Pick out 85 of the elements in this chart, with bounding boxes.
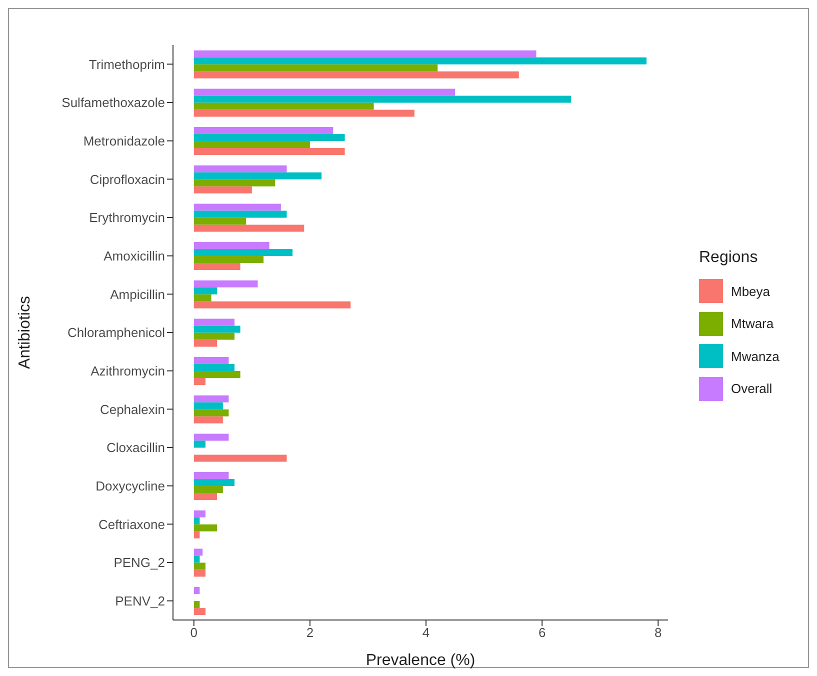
y-tick-label: Amoxicillin xyxy=(104,248,165,264)
bar xyxy=(194,301,351,308)
bar xyxy=(194,472,229,480)
bar xyxy=(194,409,229,416)
y-tick-label: Metronidazole xyxy=(83,133,165,148)
legend-label: Overall xyxy=(731,381,772,396)
bar xyxy=(194,179,276,186)
bar xyxy=(194,608,206,616)
y-axis-title: Antibiotics xyxy=(16,296,34,369)
bar xyxy=(194,524,218,532)
bar xyxy=(194,148,345,156)
bar xyxy=(194,224,304,232)
y-tick-label: Ampicillin xyxy=(110,286,165,302)
bar xyxy=(194,263,240,270)
bar xyxy=(194,280,258,288)
bar xyxy=(194,57,647,64)
x-tick-label: 8 xyxy=(654,625,662,640)
bar xyxy=(194,102,374,110)
bar xyxy=(194,326,240,333)
bar xyxy=(194,249,293,256)
y-tick-label: Cloxacillin xyxy=(106,440,165,456)
bar xyxy=(194,64,438,72)
bar xyxy=(194,479,235,486)
y-tick-label: Trimethoprim xyxy=(88,56,165,72)
bar xyxy=(194,517,200,524)
bar xyxy=(194,434,229,441)
bar xyxy=(194,165,287,172)
bar xyxy=(194,378,206,386)
bar xyxy=(194,88,456,96)
bar xyxy=(194,570,206,577)
x-tick-label: 4 xyxy=(422,625,430,640)
legend-label: Mwanza xyxy=(731,348,780,364)
y-tick-label: PENV_2 xyxy=(115,593,165,608)
legend-label: Mbeya xyxy=(731,284,770,299)
bar xyxy=(194,71,519,78)
y-tick-label: Doxycycline xyxy=(96,478,165,494)
bar xyxy=(194,218,246,225)
bar xyxy=(194,287,218,294)
y-tick-label: Sulfamethoxazole xyxy=(62,95,165,110)
bar xyxy=(194,96,572,103)
bar xyxy=(194,134,345,142)
bar xyxy=(194,242,270,250)
bar xyxy=(194,340,218,347)
y-tick-label: Erythromycin xyxy=(89,210,165,226)
bar xyxy=(194,395,229,402)
bar xyxy=(194,371,240,378)
y-tick-label: Azithromycin xyxy=(90,363,165,378)
y-tick-label: PENG_2 xyxy=(114,555,165,570)
bar xyxy=(194,204,281,211)
bar xyxy=(194,454,287,462)
bar xyxy=(194,50,536,58)
bar xyxy=(194,110,414,117)
bar xyxy=(194,587,200,594)
bar xyxy=(194,210,287,218)
y-tick-label: Ceftriaxone xyxy=(98,516,165,532)
x-tick-label: 2 xyxy=(306,625,314,640)
bar xyxy=(194,601,200,608)
bar xyxy=(194,531,200,538)
bar xyxy=(194,493,218,500)
bar xyxy=(194,486,223,494)
bar xyxy=(194,416,223,424)
bar xyxy=(194,318,235,326)
bar xyxy=(194,294,212,302)
bar xyxy=(194,562,206,570)
bar xyxy=(194,556,200,563)
y-tick-label: Ciprofloxacin xyxy=(90,172,165,187)
bar xyxy=(194,364,235,372)
bar xyxy=(194,172,322,180)
x-tick-label: 6 xyxy=(538,625,546,640)
bar xyxy=(194,127,334,134)
bar xyxy=(194,510,206,518)
bar xyxy=(194,548,203,556)
bar xyxy=(194,402,223,410)
bar xyxy=(194,357,229,364)
x-tick-label: 0 xyxy=(190,625,198,640)
bar xyxy=(194,256,264,264)
bar xyxy=(194,141,310,148)
x-axis-title: Prevalence (%) xyxy=(366,652,476,669)
bar xyxy=(194,332,235,340)
y-tick-label: Chloramphenicol xyxy=(67,325,166,340)
bar xyxy=(194,440,206,448)
legend-label: Mtwara xyxy=(731,316,774,332)
y-tick-label: Cephalexin xyxy=(100,402,165,417)
bar xyxy=(194,186,252,194)
legend-title: Regions xyxy=(699,249,759,267)
